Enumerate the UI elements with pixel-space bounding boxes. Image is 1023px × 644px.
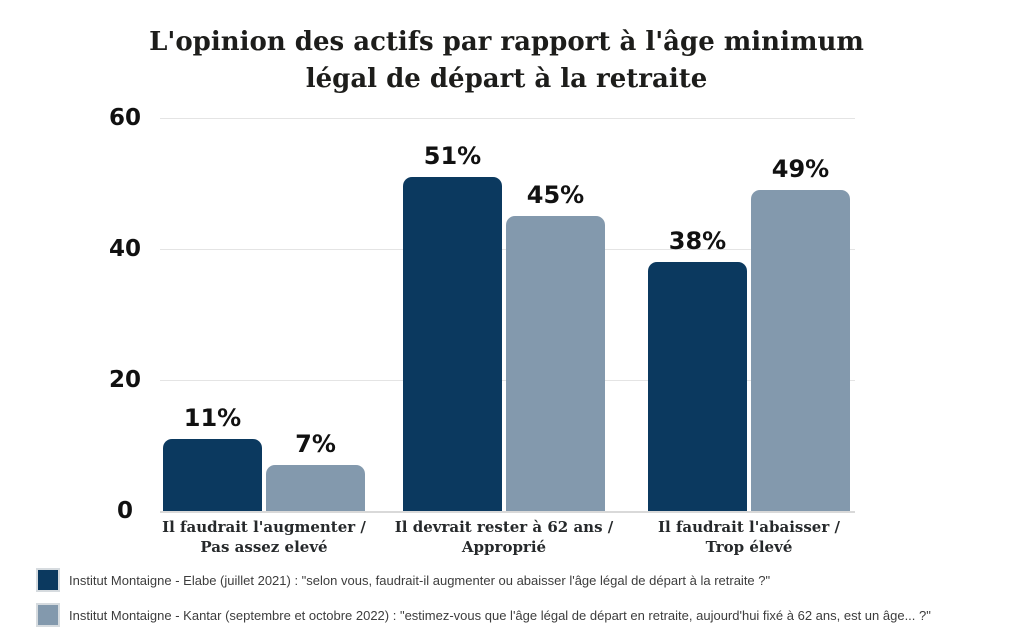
- category-label-1: Il devrait rester à 62 ans / Approprié: [394, 518, 614, 556]
- x-axis-line: [160, 511, 855, 513]
- legend-item-kantar-2022: Institut Montaigne - Kantar (septembre e…: [36, 603, 931, 627]
- gridline-60: [160, 118, 855, 119]
- bar-s1-c2: [751, 190, 850, 511]
- legend-swatch-elabe-2021: [36, 568, 60, 592]
- category-label-0: Il faudrait l'augmenter / Pas assez elevé: [162, 518, 366, 556]
- bar-value-s1-c0: 7%: [295, 430, 336, 458]
- bar-value-s0-c2: 38%: [668, 227, 727, 255]
- y-tick-label-20: 20: [108, 367, 141, 393]
- category-label-2: Il faudrait l'abaisser / Trop élevé: [658, 518, 840, 556]
- y-tick-label-40: 40: [108, 236, 141, 262]
- bar-value-s1-c1: 45%: [526, 181, 585, 209]
- legend-item-elabe-2021: Institut Montaigne - Elabe (juillet 2021…: [36, 568, 931, 592]
- bar-value-s0-c0: 11%: [183, 404, 242, 432]
- legend-swatch-kantar-2022: [36, 603, 60, 627]
- bar-s1-c0: [266, 465, 365, 511]
- y-tick-label-60: 60: [108, 105, 141, 131]
- bar-value-s1-c2: 49%: [771, 155, 830, 183]
- chart-title: L'opinion des actifs par rapport à l'âge…: [0, 24, 1013, 98]
- chart-title-line2: légal de départ à la retraite: [305, 64, 708, 94]
- bar-s0-c0: [163, 439, 262, 511]
- bar-value-s0-c1: 51%: [423, 142, 482, 170]
- legend: Institut Montaigne - Elabe (juillet 2021…: [36, 568, 931, 627]
- chart-title-line1: L'opinion des actifs par rapport à l'âge…: [149, 27, 864, 57]
- bar-s0-c1: [403, 177, 502, 511]
- legend-label-elabe-2021: Institut Montaigne - Elabe (juillet 2021…: [69, 572, 771, 588]
- y-tick-label-0: 0: [116, 498, 133, 524]
- legend-label-kantar-2022: Institut Montaigne - Kantar (septembre e…: [69, 607, 931, 623]
- bar-s0-c2: [648, 262, 747, 511]
- bar-s1-c1: [506, 216, 605, 511]
